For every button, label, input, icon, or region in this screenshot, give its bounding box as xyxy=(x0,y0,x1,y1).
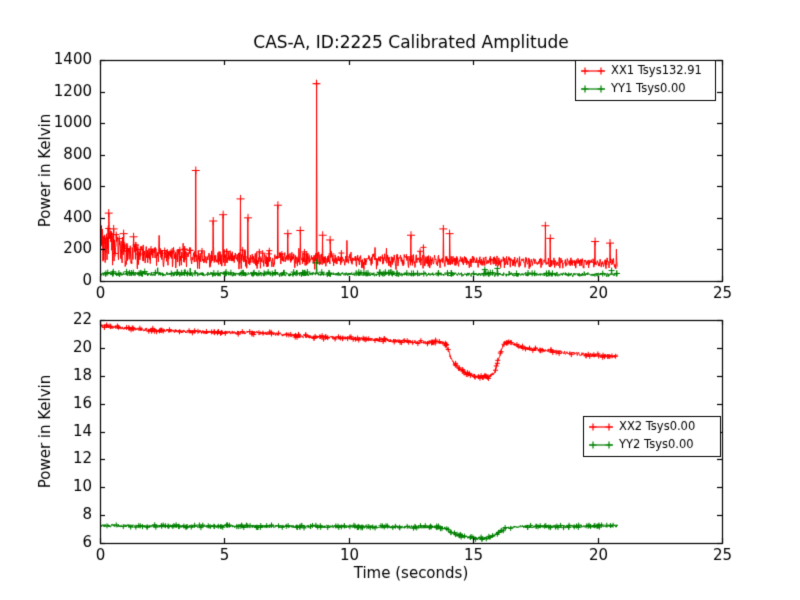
figure-canvas-container: CAS-A, ID:2225 Calibrated Amplitude Powe… xyxy=(0,0,800,600)
plot-canvas xyxy=(0,0,800,600)
